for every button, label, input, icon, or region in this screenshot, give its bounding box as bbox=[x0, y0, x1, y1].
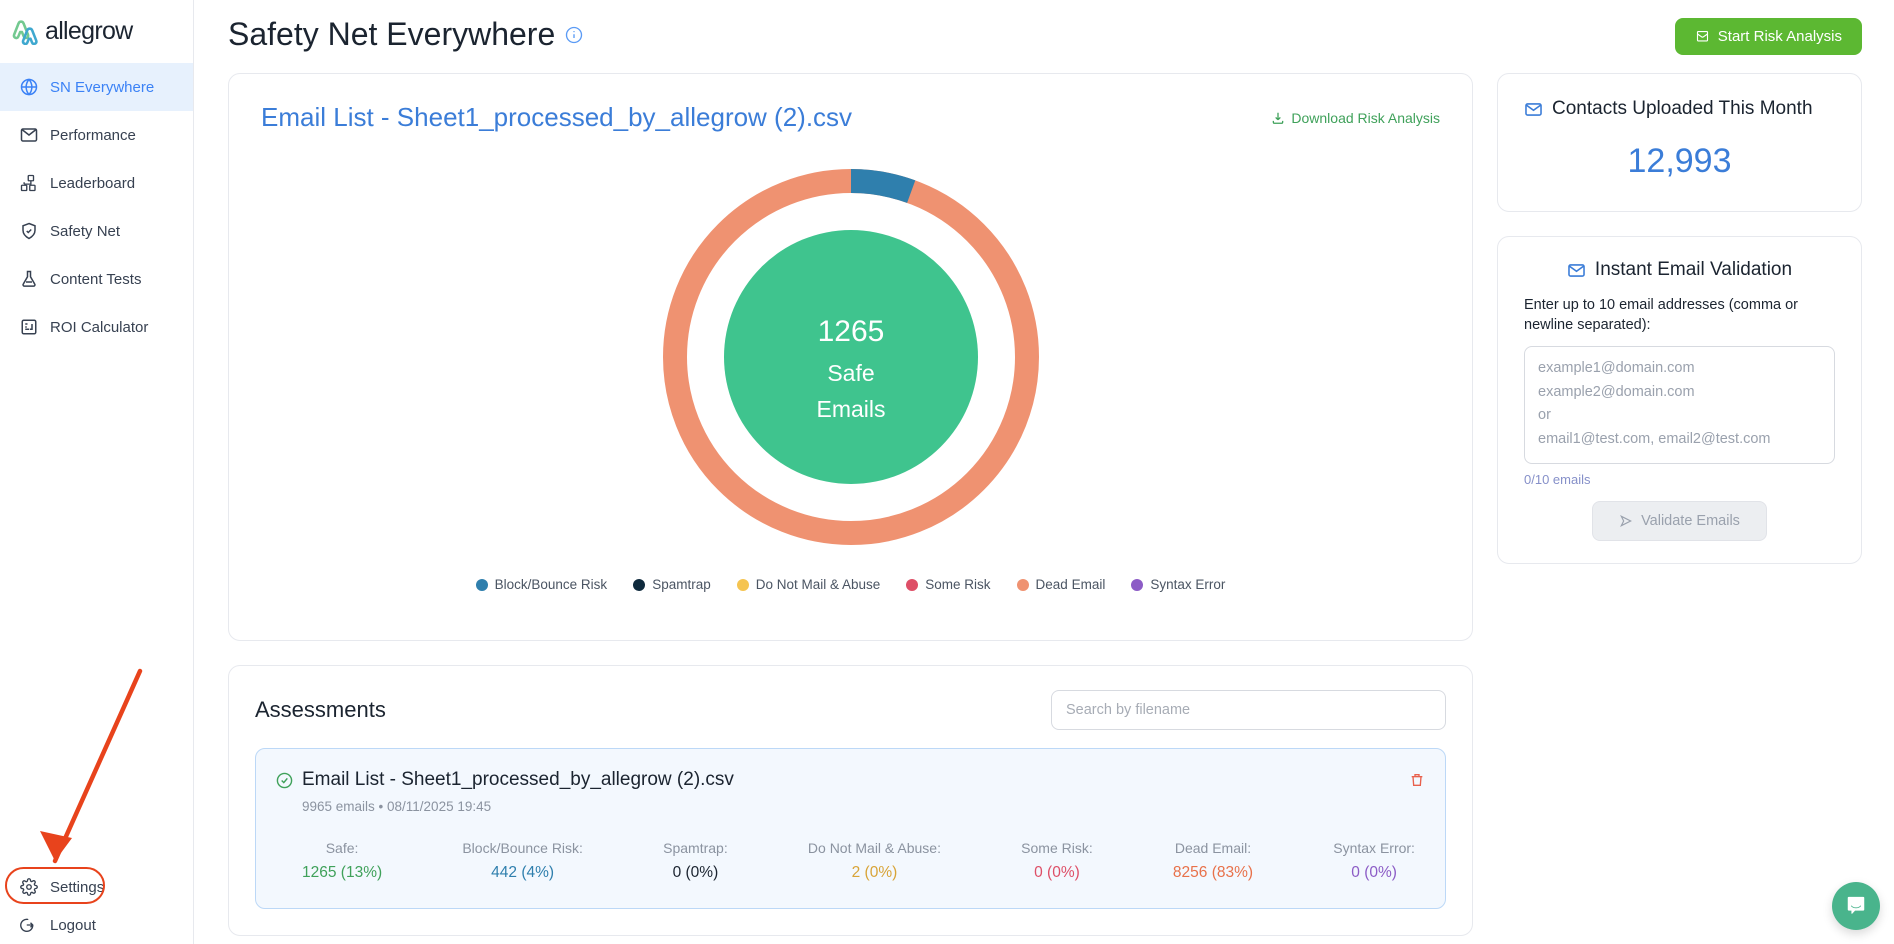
svg-text:1265: 1265 bbox=[817, 315, 884, 348]
svg-text:Emails: Emails bbox=[816, 396, 885, 422]
svg-text:Safe: Safe bbox=[827, 360, 874, 386]
